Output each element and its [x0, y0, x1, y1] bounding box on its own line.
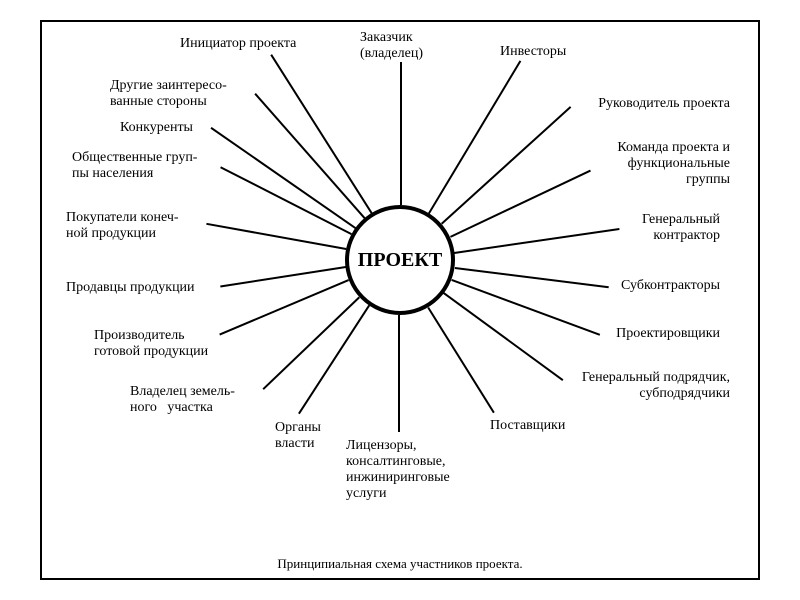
label-gencontr2: Генеральный подрядчик, субподрядчики [582, 370, 730, 402]
label-investors: Инвесторы [500, 44, 566, 60]
label-customer: Заказчик (владелец) [360, 30, 423, 62]
label-competitors: Конкуренты [120, 120, 193, 136]
label-licensors: Лицензоры, консалтинговые, инжиниринговы… [346, 438, 450, 502]
center-node: ПРОЕКТ [345, 205, 455, 315]
label-authorities: Органы власти [275, 420, 321, 452]
label-pm: Руководитель проекта [598, 96, 730, 112]
label-other: Другие заинтересо- ванные стороны [110, 78, 227, 110]
diagram-caption: Принципиальная схема участников проекта. [42, 556, 758, 572]
center-label: ПРОЕКТ [358, 249, 442, 272]
label-producer: Производитель готовой продукции [94, 328, 208, 360]
label-designers: Проектировщики [616, 326, 720, 342]
label-initiator: Инициатор проекта [180, 36, 296, 52]
ray-customer [400, 62, 402, 205]
label-gencontr1: Генеральный контрактор [642, 212, 720, 244]
label-sellers: Продавцы продукции [66, 280, 195, 296]
label-suppliers: Поставщики [490, 418, 565, 434]
label-subcontr: Субконтракторы [621, 278, 720, 294]
label-team: Команда проекта и функциональные группы [617, 140, 730, 188]
label-buyers: Покупатели конеч- ной продукции [66, 210, 179, 242]
label-landowner: Владелец земель- ного участка [130, 384, 235, 416]
label-pubgroups: Общественные груп- пы населения [72, 150, 197, 182]
ray-licensors [399, 315, 401, 432]
